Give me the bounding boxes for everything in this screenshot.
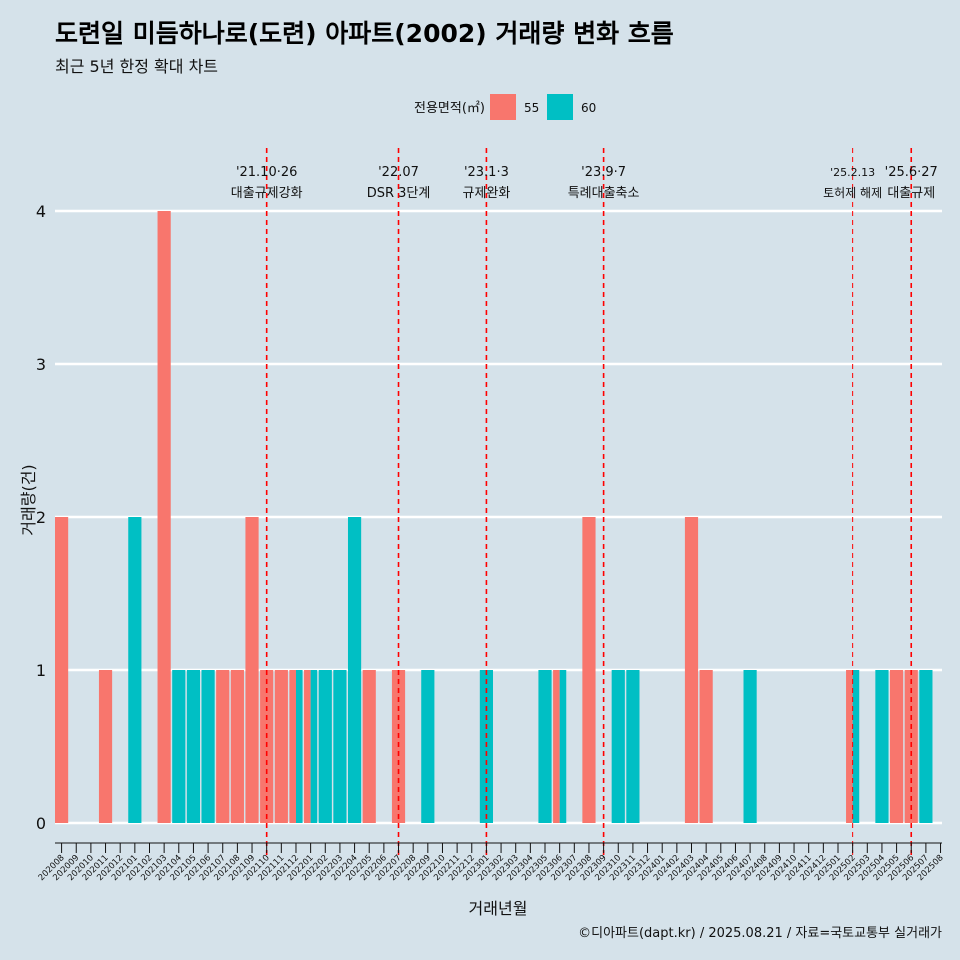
event-markers: '21.10·26 대출규제강화 '22.07 DSR 3단계 '23.1·3 규제완화 '… xyxy=(231,148,938,858)
bar-55-202404 xyxy=(699,670,713,823)
event-label: 토허제 해제 xyxy=(823,186,882,200)
bar-60-202305 xyxy=(538,670,552,823)
legend: 전용면적(㎡) 55 60 xyxy=(414,94,596,120)
event-date: '25.6·27 xyxy=(885,165,938,180)
bar-55-202205 xyxy=(362,670,376,823)
bar-60-202112 xyxy=(295,670,303,823)
legend-title: 전용면적(㎡) xyxy=(414,101,485,116)
x-axis: 2020082020092020102020112020122021012021… xyxy=(37,842,946,883)
bar-55-202011 xyxy=(98,670,113,823)
source-caption: ©디아파트(dapt.kr) / 2025.08.21 / 자료=국토교통부 실… xyxy=(578,926,942,941)
bar-55-202308 xyxy=(582,517,596,823)
bar-60-202504 xyxy=(875,670,889,823)
event-label: DSR 3단계 xyxy=(367,186,431,201)
event-date: '21.10·26 xyxy=(236,165,297,180)
bar-55-202403 xyxy=(684,517,699,823)
bar-60-202105 xyxy=(186,670,201,823)
legend-label-60: 60 xyxy=(581,101,596,115)
y-tick-label: 3 xyxy=(36,355,46,374)
bar-60-202306 xyxy=(559,670,567,823)
bar-55-202505 xyxy=(889,670,904,823)
chart-subtitle: 최근 5년 한정 확대 차트 xyxy=(55,57,219,76)
y-tick-label: 2 xyxy=(36,508,46,527)
bar-55-202112 xyxy=(289,670,296,823)
y-axis-title: 거래량(건) xyxy=(19,464,38,535)
y-axis: 0 1 2 3 4 xyxy=(36,202,46,833)
bar-55-202109 xyxy=(245,517,259,823)
event-label: 대출규제강화 xyxy=(231,186,303,201)
bar-60-202311 xyxy=(626,670,640,823)
bar-60-202104 xyxy=(172,670,186,823)
bar-55-202107 xyxy=(216,670,230,823)
bar-60-202209 xyxy=(421,670,435,823)
event-date: '23.1·3 xyxy=(464,165,509,180)
event-label: 규제완화 xyxy=(462,186,510,201)
bar-55-202502 xyxy=(846,670,853,823)
bar-60-202502 xyxy=(852,670,860,823)
bar-60-202203 xyxy=(333,670,347,823)
bar-60-202407 xyxy=(743,670,757,823)
legend-swatch-60 xyxy=(547,94,573,120)
event-label: 특례대출축소 xyxy=(568,186,640,201)
bar-55-202306 xyxy=(553,670,560,823)
bar-55-202103 xyxy=(157,211,171,823)
bar-60-202204 xyxy=(347,517,362,823)
bar-55-202201 xyxy=(304,670,311,823)
event-label: 대출규제 xyxy=(887,186,935,201)
legend-label-55: 55 xyxy=(524,101,539,115)
bar-60-202201 xyxy=(310,670,318,823)
bar-60-202101 xyxy=(128,517,142,823)
event-date: '25.2.13 xyxy=(830,166,875,179)
event-date: '22.07 xyxy=(378,165,419,180)
bar-55-202008 xyxy=(55,517,69,823)
bar-60-202106 xyxy=(201,670,215,823)
bar-60-202507 xyxy=(919,670,933,823)
event-date: '23.9·7 xyxy=(581,165,626,180)
legend-swatch-55 xyxy=(490,94,516,120)
bar-55-202108 xyxy=(230,670,244,823)
y-tick-label: 0 xyxy=(36,814,46,833)
chart-title: 도련일 미듬하나로(도련) 아파트(2002) 거래량 변화 흐름 xyxy=(55,19,674,48)
y-tick-label: 4 xyxy=(36,202,46,221)
y-tick-label: 1 xyxy=(36,661,46,680)
bar-60-202310 xyxy=(611,670,625,823)
x-axis-title: 거래년월 xyxy=(469,899,528,918)
bar-55-202111 xyxy=(274,670,288,823)
bar-60-202202 xyxy=(318,670,332,823)
